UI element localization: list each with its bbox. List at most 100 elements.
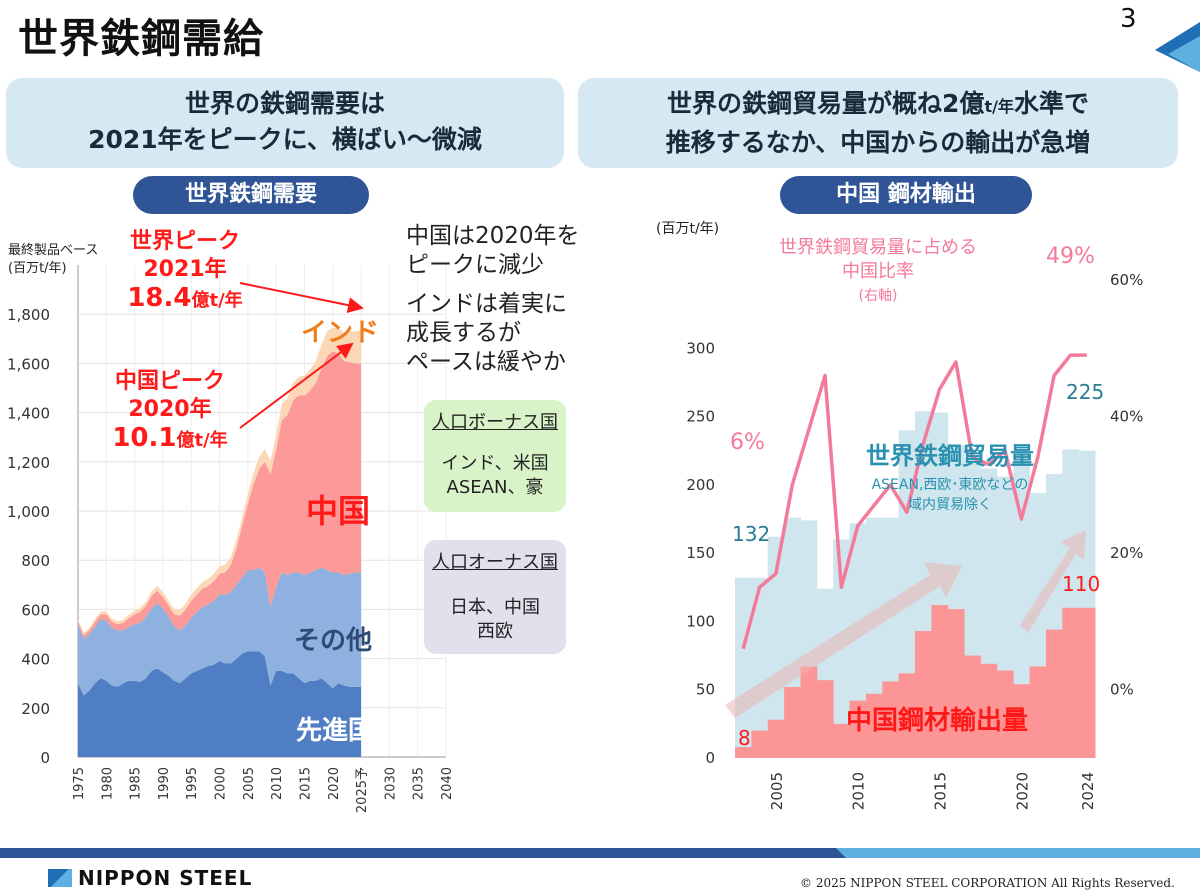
trend-arrow-icon [725, 562, 962, 718]
export-bar [1062, 607, 1080, 758]
export-bar [1013, 684, 1031, 758]
share-last-value: 49% [1046, 244, 1095, 269]
china-peak-label: 中国ピーク 2020年 10.1億t/年 [112, 369, 228, 453]
export-bar [964, 655, 981, 758]
right-headline-line1: 世界の鉄鋼貿易量が概ね2億t/年水準で [667, 89, 1089, 118]
trade-first-value: 132 [732, 522, 771, 546]
others-label: その他 [294, 626, 373, 656]
export-y-tick: 150 [686, 544, 715, 562]
trade-bar [1013, 463, 1031, 758]
export-y-tick: 250 [686, 408, 715, 426]
export-bar [947, 609, 965, 758]
export-bar [751, 730, 769, 758]
export-pill: 中国 鋼材輸出 [780, 176, 1032, 214]
china-peak-arrow [239, 342, 354, 429]
demand-y-tick: 1,400 [7, 405, 50, 423]
demand-x-tick: 2035 [412, 767, 427, 800]
demand-x-tick: 2005 [242, 767, 257, 800]
export-x-tick: 2010 [850, 772, 868, 810]
export-bar [865, 693, 883, 758]
export-bar [849, 700, 867, 758]
nippon-steel-logo: NIPPON STEEL [48, 866, 252, 890]
logo-mark-icon [48, 869, 72, 887]
india-label: インド [301, 318, 380, 348]
demand-x-tick: 1975 [72, 767, 87, 800]
left-headline-line1: 世界の鉄鋼需要は [184, 89, 385, 118]
export-bar [833, 723, 851, 758]
demand-y-tick: 1,800 [7, 306, 50, 324]
china-label: 中国 [306, 492, 371, 530]
left-headline: 世界の鉄鋼需要は 2021年をピークに、横ばい～微減 [6, 78, 564, 168]
demographic-onus-box: 人口オーナス国 日本、中国 西欧 [424, 540, 566, 654]
export-bar [816, 680, 834, 758]
trade-label-group: 世界鉄鋼貿易量 ASEAN,西欧･東欧などの 域内貿易除く [830, 436, 1070, 515]
export-bar [767, 719, 785, 758]
demand-x-tick: 2025予 [355, 767, 370, 813]
export-bar [882, 681, 900, 758]
export-x-tick: 2024 [1079, 772, 1097, 810]
trade-bar [751, 577, 769, 758]
trade-bar [767, 536, 785, 758]
demand-x-tick: 1995 [185, 767, 200, 800]
footer-accent [836, 848, 1200, 858]
export-first-value: 8 [738, 726, 751, 750]
export-y2-tick: 0% [1110, 681, 1134, 699]
corner-arrow-icon [1155, 22, 1200, 72]
demand-y-unit: 最終製品ベース (百万t/年) [8, 243, 99, 276]
demand-x-tick: 2030 [383, 767, 398, 800]
demand-y-tick: 600 [21, 601, 50, 619]
demand-area-その他 [78, 567, 362, 696]
page-title: 世界鉄鋼需給 [18, 16, 264, 62]
export-x-tick: 2015 [932, 772, 950, 810]
demand-x-tick: 1985 [129, 767, 144, 800]
demand-x-tick: 2020 [327, 767, 342, 800]
demographic-bonus-box: 人口ボーナス国 インド、米国 ASEAN、豪 [424, 400, 566, 512]
export-bar [996, 670, 1014, 758]
demand-x-tick: 1990 [157, 767, 172, 800]
world-peak-arrow [239, 282, 364, 314]
demand-x-tick: 1980 [100, 767, 115, 800]
demand-y-tick: 400 [21, 651, 50, 669]
export-y-unit: (百万t/年) [656, 221, 720, 237]
left-headline-line2: 2021年をピークに、横ばい～微減 [88, 125, 482, 154]
export-chart: 0 50 100 150 200 250 300 0% 20% 40% 60% 2005 2010 201… [686, 271, 1143, 810]
demand-y-tick: 1,000 [7, 503, 50, 521]
china-share-line [741, 353, 1087, 650]
demand-x-tick: 2000 [214, 767, 229, 800]
export-bar [980, 663, 998, 758]
demand-area-中国 [78, 351, 362, 639]
india-note: インドは着実に 成長するが ペースは緩やか [406, 291, 567, 375]
footer-bar [0, 848, 1200, 858]
page-number: 3 [1120, 4, 1137, 34]
export-bar [931, 605, 949, 758]
export-y-tick: 0 [705, 749, 715, 767]
export-bar [1078, 607, 1096, 758]
demand-pill: 世界鉄鋼需要 [133, 176, 369, 214]
trend-arrow-icon [1020, 530, 1086, 633]
world-peak-label: 世界ピーク 2021年 18.4億t/年 [127, 229, 243, 313]
demand-area-先進国 [78, 651, 362, 757]
export-x-tick: 2020 [1013, 772, 1031, 810]
peak-arrows [239, 282, 364, 429]
demand-y-tick: 800 [21, 552, 50, 570]
export-y-tick: 200 [686, 476, 715, 494]
demand-chart: 0 200 400 600 800 1,000 1,200 1,400 1,600 1,800 1… [7, 265, 455, 813]
demand-x-tick: 2010 [270, 767, 285, 800]
trade-sub: ASEAN,西欧･東欧などの 域内貿易除く [871, 477, 1029, 513]
china-note: 中国は2020年を ピークに減少 [406, 223, 580, 278]
share-title: 世界鉄鋼貿易量に占める 中国比率 (右軸) [779, 237, 977, 304]
export-bar [784, 686, 801, 758]
export-y2-tick: 40% [1110, 408, 1143, 426]
export-bar [1045, 629, 1063, 758]
export-y-tick: 50 [696, 681, 715, 699]
export-bar [800, 666, 818, 758]
export-label: 中国鋼材輸出量 [846, 706, 1029, 736]
right-headline-line2: 推移するなか、中国からの輸出が急増 [665, 128, 1091, 157]
demand-y-tick: 200 [21, 700, 50, 718]
right-headline: 世界の鉄鋼貿易量が概ね2億t/年水準で 推移するなか、中国からの輸出が急増 [578, 78, 1178, 168]
trade-bar [849, 523, 867, 758]
share-first-value: 6% [730, 430, 765, 455]
export-last-value: 110 [1062, 572, 1101, 596]
export-bar [898, 673, 916, 758]
export-y-tick: 100 [686, 612, 715, 630]
